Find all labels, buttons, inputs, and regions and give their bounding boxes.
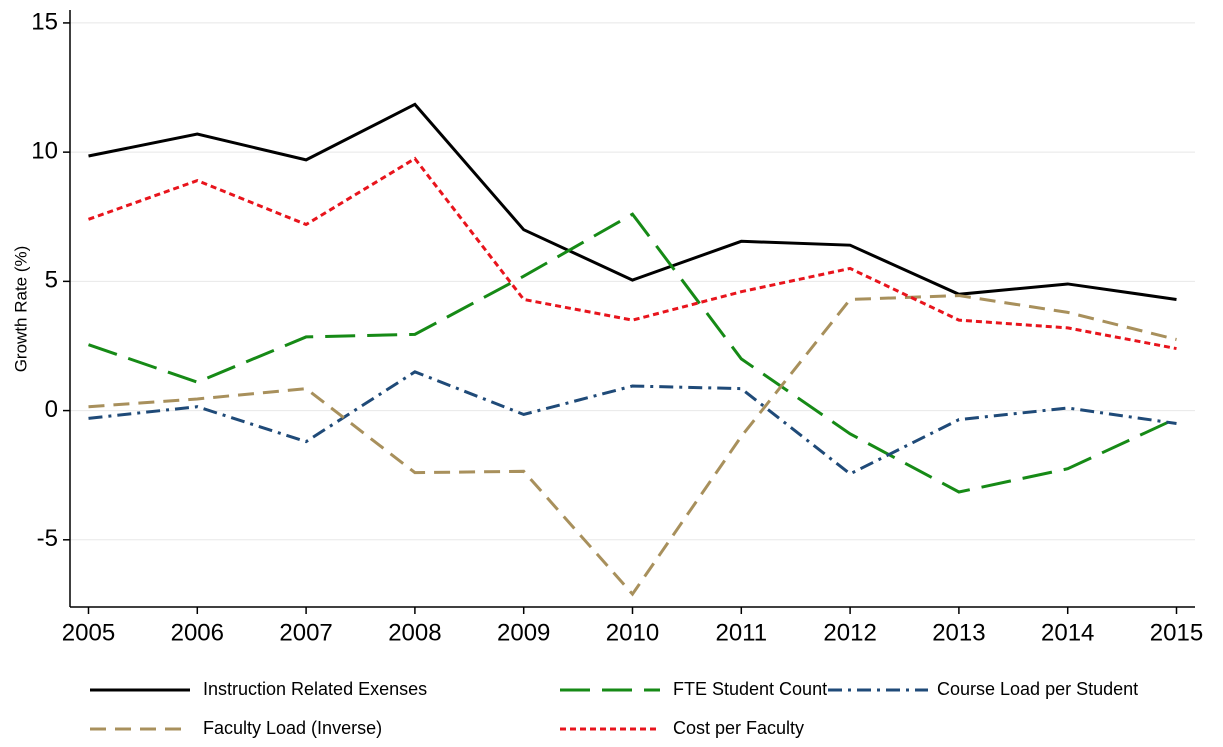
legend-label: Course Load per Student — [937, 679, 1138, 699]
legend-label: Faculty Load (Inverse) — [203, 718, 382, 738]
series-line — [88, 294, 1177, 597]
series-line — [88, 370, 1177, 476]
legend-label: Cost per Faculty — [673, 718, 804, 738]
x-tick-label: 2007 — [279, 619, 332, 646]
x-tick-label: 2013 — [932, 619, 985, 646]
x-tick-label: 2005 — [62, 619, 115, 646]
legend-label: Instruction Related Exenses — [203, 679, 427, 699]
y-tick-label: 15 — [31, 8, 58, 35]
y-tick-label: 10 — [31, 137, 58, 164]
x-tick-label: 2011 — [715, 619, 767, 646]
series-line — [87, 156, 1177, 351]
x-tick-label: 2014 — [1041, 619, 1094, 646]
series-line — [88, 102, 1177, 301]
y-tick-label: -5 — [37, 525, 58, 552]
x-tick-label: 2015 — [1150, 619, 1203, 646]
x-tick-label: 2009 — [497, 619, 550, 646]
x-tick-label: 2008 — [388, 619, 441, 646]
legend-label: FTE Student Count — [673, 679, 827, 699]
y-tick-label: 5 — [45, 267, 58, 294]
y-tick-label: 0 — [45, 396, 58, 423]
x-tick-label: 2012 — [823, 619, 876, 646]
x-tick-label: 2010 — [606, 619, 659, 646]
series-line — [88, 212, 1178, 494]
y-axis-label: Growth Rate (%) — [11, 246, 30, 373]
x-tick-label: 2006 — [171, 619, 224, 646]
